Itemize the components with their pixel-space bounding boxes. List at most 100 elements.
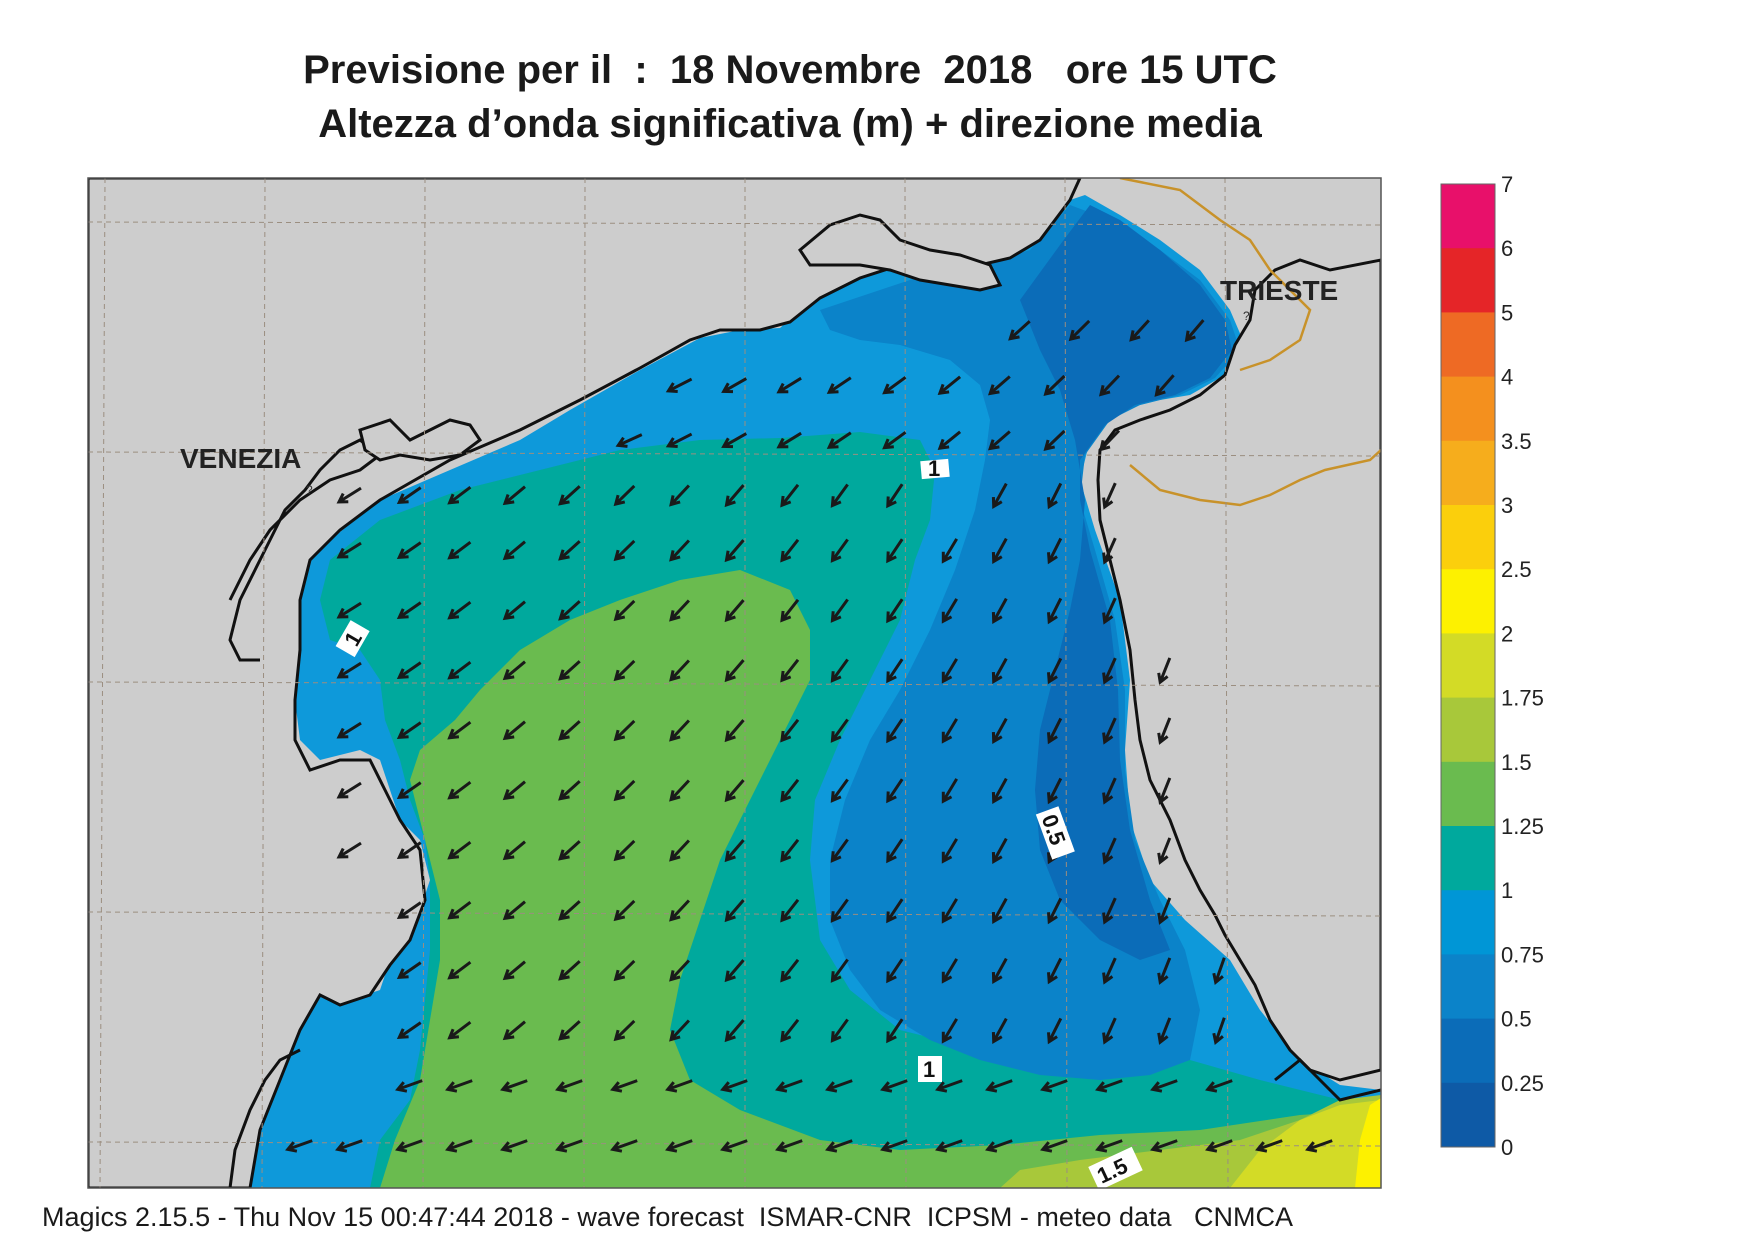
direction-arrow [336,486,362,504]
legend-swatch [1441,248,1495,313]
legend-swatch [1441,440,1495,506]
direction-arrow [937,430,962,451]
direction-arrow [613,779,636,802]
direction-arrow [830,483,849,508]
direction-arrow [724,1019,745,1043]
direction-arrow [1047,537,1063,565]
legend-swatch [1441,376,1495,442]
direction-arrow [613,719,636,742]
city-label-trieste: TRIESTE [1220,275,1338,306]
direction-arrow [830,898,849,923]
legend-label: 3.5 [1501,429,1532,454]
direction-arrow [1102,837,1117,865]
legend-frame [1440,183,1496,1148]
direction-arrow [780,1018,800,1043]
contour-label-box-1a: 1 [920,456,950,481]
direction-arrow [558,780,581,801]
direction-arrow [669,1019,690,1042]
direction-arrow [941,598,958,624]
direction-arrow [395,1139,423,1153]
city-marker-venezia: ? [306,483,313,497]
legend-swatch [1441,954,1495,1020]
direction-arrow [1157,957,1172,985]
legend-label: 2.5 [1501,557,1532,582]
land-northeast [1096,258,1381,1082]
direction-arrow [991,597,1008,624]
direction-arrow [1205,1079,1233,1093]
direction-arrow [613,1019,636,1042]
direction-arrow [780,538,800,563]
direction-arrow [941,1018,958,1044]
direction-arrow [880,1079,908,1093]
national-border [1119,178,1381,507]
direction-arrow [826,431,852,449]
direction-arrow [447,901,472,920]
direction-arrow [500,1079,528,1093]
direction-arrow [780,718,800,743]
direction-arrow [336,541,362,559]
direction-arrow [991,957,1008,984]
direction-arrow [336,781,362,799]
title-line-2: Altezza d’onda significativa (m) + direz… [318,102,1262,146]
legend-swatch [1441,505,1495,570]
direction-arrow [1102,597,1117,625]
direction-arrow [720,1139,748,1153]
direction-arrow [1157,837,1172,865]
direction-arrow [830,958,849,983]
direction-arrow [991,777,1008,804]
direction-arrow [775,1079,803,1093]
coastline-istria-south [1274,1057,1381,1102]
direction-arrow [669,959,690,982]
legend-label: 3 [1501,493,1513,518]
direction-arrow [396,541,422,560]
direction-arrow [937,375,962,396]
direction-arrow [669,659,690,682]
contour-label: 1 [928,456,940,481]
city-marker-trieste: ? [1243,309,1250,323]
direction-arrow [780,658,800,683]
legend-label: 7 [1501,172,1513,197]
legend-label: 0 [1501,1135,1513,1160]
direction-arrow [985,1079,1013,1093]
direction-arrow [500,1139,528,1153]
direction-arrow [886,658,904,684]
direction-arrow [830,1018,849,1043]
direction-arrow [1102,657,1117,685]
direction-arrow [830,718,849,743]
direction-arrow [502,780,526,801]
direction-arrow [396,721,422,740]
direction-arrow [1212,1017,1226,1046]
direction-arrow [558,660,581,681]
contour-label-box-1c: 1 [918,1056,942,1082]
direction-arrow [558,900,581,921]
direction-arrow [447,841,472,860]
direction-arrow [336,661,362,679]
direction-arrow [396,901,422,920]
band-2-2.5 [1355,1098,1381,1188]
direction-arrow [941,778,958,804]
direction-arrow [780,958,800,983]
direction-arrow [724,484,745,508]
direction-arrow [502,960,526,981]
direction-arrow [396,1021,422,1040]
direction-arrow [1102,777,1117,805]
direction-arrow [1129,319,1150,342]
direction-arrow [445,1139,473,1153]
direction-arrow [724,899,745,923]
direction-arrow [502,900,526,921]
direction-arrow [1043,429,1066,452]
direction-arrow [780,778,800,803]
direction-arrow [830,838,849,863]
direction-arrow [336,721,362,739]
legend-label: 1.25 [1501,814,1544,839]
direction-arrow [396,486,422,505]
direction-arrow [502,485,526,506]
direction-arrow [610,1139,638,1153]
direction-arrow [886,958,904,984]
direction-arrow [1047,1017,1063,1045]
direction-arrow [285,1139,313,1153]
direction-arrow [882,431,907,450]
direction-arrow [447,1021,472,1040]
direction-arrow [1040,1139,1068,1153]
direction-arrow [669,719,690,742]
